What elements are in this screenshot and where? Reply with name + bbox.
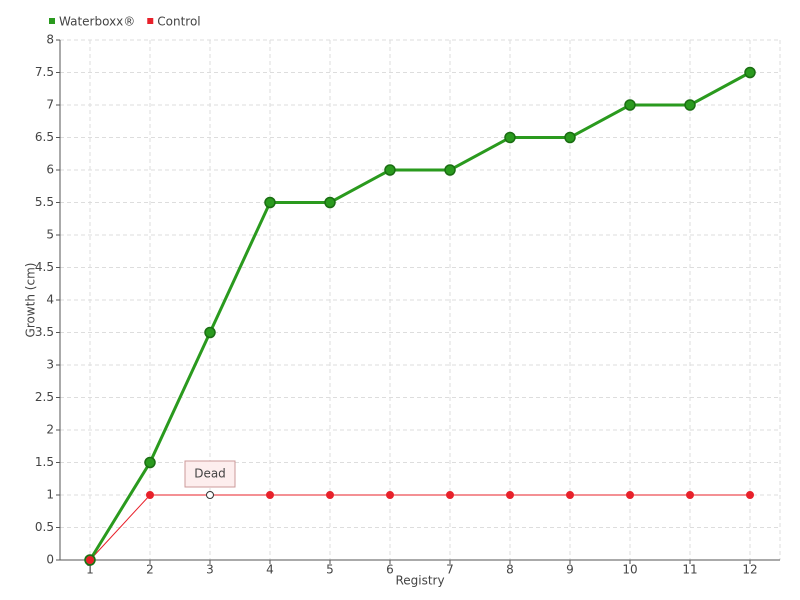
data-point bbox=[506, 491, 514, 499]
y-tick-label: 7.5 bbox=[35, 65, 54, 79]
data-point bbox=[324, 196, 336, 209]
data-point bbox=[146, 491, 154, 499]
y-tick-label: 2.5 bbox=[35, 390, 54, 404]
x-tick-label: 11 bbox=[682, 563, 697, 577]
legend-swatch bbox=[147, 18, 154, 24]
y-tick-label: 3 bbox=[46, 358, 54, 372]
x-tick-label: 12 bbox=[742, 563, 757, 577]
y-tick-label: 1 bbox=[46, 488, 54, 502]
y-tick-label: 1.5 bbox=[35, 455, 54, 469]
data-point bbox=[686, 491, 694, 499]
x-tick-label: 3 bbox=[206, 563, 214, 577]
data-point bbox=[624, 99, 636, 111]
data-point bbox=[564, 131, 576, 144]
x-tick-label: 1 bbox=[86, 563, 94, 577]
data-point bbox=[626, 491, 634, 499]
y-axis-label: Growth (cm) bbox=[24, 263, 38, 338]
legend-label: Control bbox=[157, 15, 200, 29]
x-tick-label: 6 bbox=[386, 563, 394, 577]
series-line bbox=[88, 71, 751, 561]
data-point bbox=[504, 131, 516, 144]
annotation-box bbox=[184, 460, 236, 488]
data-point bbox=[684, 99, 696, 111]
y-tick-label: 3.5 bbox=[35, 325, 54, 339]
annotation-text: Dead bbox=[194, 467, 226, 481]
x-axis-label: Registry bbox=[395, 574, 444, 588]
data-point bbox=[386, 491, 394, 499]
data-point bbox=[264, 196, 276, 209]
y-tick-label: 4.5 bbox=[35, 260, 54, 274]
data-point bbox=[746, 491, 754, 499]
x-tick-label: 7 bbox=[446, 563, 454, 577]
y-tick-label: 6.5 bbox=[35, 130, 54, 144]
x-tick-label: 2 bbox=[146, 563, 154, 577]
x-tick-label: 4 bbox=[266, 563, 274, 577]
y-tick-label: 2 bbox=[46, 423, 54, 437]
y-tick-label: 0 bbox=[46, 553, 54, 567]
data-point bbox=[744, 66, 756, 79]
data-point bbox=[326, 491, 334, 499]
legend-swatch bbox=[49, 18, 55, 24]
data-point bbox=[384, 164, 396, 176]
data-point bbox=[266, 491, 274, 499]
data-point bbox=[86, 556, 94, 564]
y-tick-label: 4 bbox=[46, 293, 54, 307]
y-tick-label: 8 bbox=[46, 33, 54, 47]
legend-label: Waterboxx® bbox=[59, 15, 135, 29]
y-tick-label: 5 bbox=[46, 228, 54, 242]
data-point bbox=[446, 491, 454, 499]
data-point bbox=[444, 164, 456, 176]
x-tick-label: 5 bbox=[326, 563, 334, 577]
y-tick-label: 7 bbox=[46, 98, 54, 112]
y-tick-label: 5.5 bbox=[35, 195, 54, 209]
data-point bbox=[204, 326, 216, 339]
x-tick-label: 8 bbox=[506, 563, 514, 577]
x-tick-label: 9 bbox=[566, 563, 574, 577]
x-tick-label: 10 bbox=[622, 563, 637, 577]
y-tick-label: 0.5 bbox=[35, 520, 54, 534]
series-line bbox=[89, 494, 750, 561]
data-point bbox=[566, 491, 574, 499]
data-point bbox=[144, 456, 156, 469]
y-tick-label: 6 bbox=[46, 163, 54, 177]
data-point bbox=[206, 491, 214, 499]
